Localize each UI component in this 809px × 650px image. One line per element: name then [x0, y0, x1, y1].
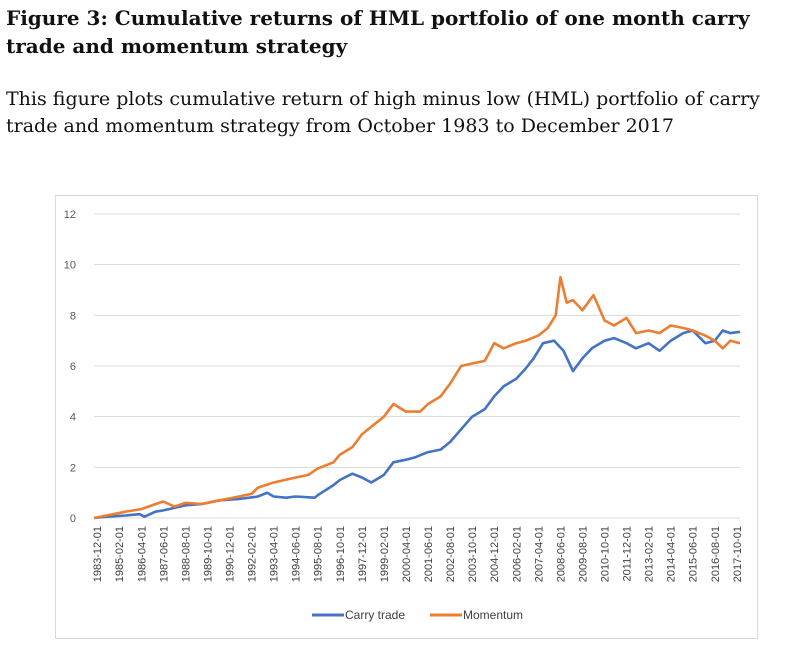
y-tick-label: 0: [70, 513, 76, 525]
y-tick-label: 10: [64, 260, 76, 272]
series-line-momentum: [93, 276, 741, 520]
x-tick-label: 1986-04-01: [136, 526, 148, 582]
x-tick-label: 2009-08-01: [577, 526, 589, 582]
x-tick-label: 2002-08-01: [445, 526, 457, 582]
x-tick-label: 1997-12-01: [357, 526, 369, 582]
figure-title: Figure 3: Cumulative returns of HML port…: [6, 6, 750, 58]
x-tick-label: 2013-02-01: [644, 526, 656, 582]
chart-legend: Carry trade Momentum: [312, 608, 523, 622]
x-tick-label: 2001-06-01: [423, 526, 435, 582]
x-tick-label: 2003-10-01: [467, 526, 479, 582]
x-tick-label: 1989-10-01: [202, 526, 214, 582]
x-tick-label: 2008-06-01: [555, 526, 567, 582]
y-axis-ticks: 0 2 4 6 8 10 12: [64, 209, 76, 525]
x-tick-label: 2007-04-01: [533, 526, 545, 582]
x-tick-label: 2016-08-01: [710, 526, 722, 582]
legend-label: Carry trade: [345, 608, 405, 622]
x-tick-label: 1987-06-01: [158, 526, 170, 582]
x-tick-label: 1996-10-01: [335, 526, 347, 582]
y-tick-label: 6: [70, 361, 76, 373]
x-tick-label: 2015-06-01: [688, 526, 700, 582]
x-tick-label: 2017-10-01: [732, 526, 744, 582]
x-tick-label: 1990-12-01: [225, 526, 237, 582]
x-tick-label: 1983-12-01: [92, 526, 104, 582]
x-tick-label: 2006-02-01: [511, 526, 523, 582]
legend-label: Momentum: [463, 608, 523, 622]
x-tick-label: 2011-12-01: [622, 526, 634, 581]
x-tick-label: 2014-04-01: [666, 526, 678, 582]
x-tick-label: 2000-04-01: [401, 526, 413, 582]
series-lines: [93, 276, 741, 520]
grid-lines: [94, 213, 740, 519]
x-tick-label: 2010-10-01: [599, 526, 611, 582]
x-tick-label: 2004-12-01: [489, 526, 501, 582]
y-tick-label: 4: [70, 412, 76, 424]
y-tick-label: 12: [64, 209, 76, 221]
x-tick-label: 1992-02-01: [247, 526, 259, 582]
x-tick-label: 1993-04-01: [269, 526, 281, 582]
chart-container: 0 2 4 6 8 10 12 1983-12-01 1985-02-01 1986-04-01…: [55, 195, 758, 639]
y-tick-label: 8: [70, 310, 76, 322]
figure-description: This figure plots cumulative return of h…: [6, 88, 760, 137]
x-axis-ticks: 1983-12-01 1985-02-01 1986-04-01 1987-06-01…: [92, 526, 744, 582]
x-tick-label: 1988-08-01: [180, 526, 192, 582]
x-tick-label: 1999-02-01: [379, 526, 391, 582]
y-tick-label: 2: [70, 462, 76, 474]
series-line-carry-trade: [93, 329, 741, 520]
line-chart: 0 2 4 6 8 10 12 1983-12-01 1985-02-01 1986-04-01…: [64, 209, 744, 622]
x-tick-label: 1995-08-01: [313, 526, 325, 582]
x-tick-label: 1994-06-01: [291, 526, 303, 582]
x-tick-label: 1985-02-01: [114, 526, 126, 582]
